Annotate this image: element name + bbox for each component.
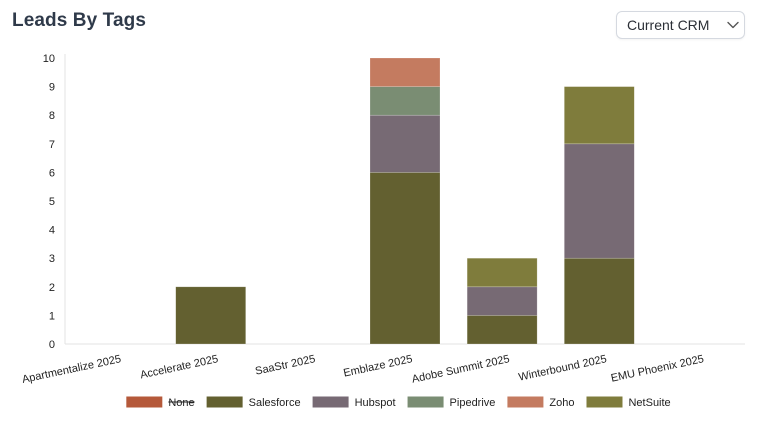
x-tick-label: Adobe Summit 2025 [411, 353, 511, 385]
y-tick-label: 9 [49, 82, 55, 94]
legend-swatch-netsuite[interactable] [586, 396, 623, 408]
legend-label-hubspot[interactable]: Hubspot [355, 397, 396, 409]
legend-label-pipedrive[interactable]: Pipedrive [450, 397, 496, 409]
legend-swatch-none[interactable] [126, 396, 163, 408]
legend-swatch-hubspot[interactable] [312, 396, 349, 408]
crm-select-dropdown[interactable]: Current CRM [616, 11, 745, 39]
legend-swatch-salesforce[interactable] [206, 396, 243, 408]
legend-label-salesforce[interactable]: Salesforce [249, 397, 301, 409]
x-tick-label: Apartmentalize 2025 [21, 353, 122, 386]
x-tick-label: Accelerate 2025 [139, 353, 219, 381]
x-tick-label: EMU Phoenix 2025 [610, 353, 705, 384]
legend-label-netsuite[interactable]: NetSuite [628, 397, 670, 409]
bar-segment-netsuite[interactable] [563, 86, 635, 145]
bar-segment-salesforce[interactable] [563, 257, 635, 345]
legend-label-none[interactable]: None [168, 397, 194, 409]
bar-segment-zoho[interactable] [369, 57, 441, 87]
legend-label-zoho[interactable]: Zoho [549, 397, 574, 409]
y-tick-label: 6 [49, 167, 55, 179]
legend-swatch-pipedrive[interactable] [407, 396, 444, 408]
y-tick-label: 0 [49, 339, 55, 351]
bar-segment-hubspot[interactable] [563, 143, 635, 259]
bar-segment-hubspot[interactable] [466, 286, 538, 316]
crm-select-value: Current CRM [627, 17, 710, 33]
y-tick-label: 3 [49, 253, 55, 265]
y-tick-label: 2 [49, 282, 55, 294]
x-tick-label: Winterbound 2025 [517, 353, 607, 383]
chart-title: Leads By Tags [12, 10, 146, 31]
y-tick-label: 10 [43, 53, 55, 65]
y-tick-label: 5 [49, 196, 55, 208]
bar-segment-salesforce[interactable] [175, 286, 247, 345]
x-tick-label: SaaStr 2025 [254, 353, 316, 377]
chevron-down-icon [722, 11, 744, 39]
bar-segment-salesforce[interactable] [369, 172, 441, 345]
y-tick-label: 7 [49, 139, 55, 151]
y-tick-label: 1 [49, 310, 55, 322]
bar-segment-salesforce[interactable] [466, 315, 538, 345]
legend-swatch-zoho[interactable] [507, 396, 544, 408]
bar-segment-netsuite[interactable] [466, 257, 538, 288]
y-tick-label: 8 [49, 110, 55, 122]
x-tick-label: Emblaze 2025 [342, 353, 413, 379]
bar-segment-pipedrive[interactable] [369, 86, 441, 116]
y-tick-label: 4 [49, 225, 55, 237]
bar-segment-hubspot[interactable] [369, 114, 441, 173]
